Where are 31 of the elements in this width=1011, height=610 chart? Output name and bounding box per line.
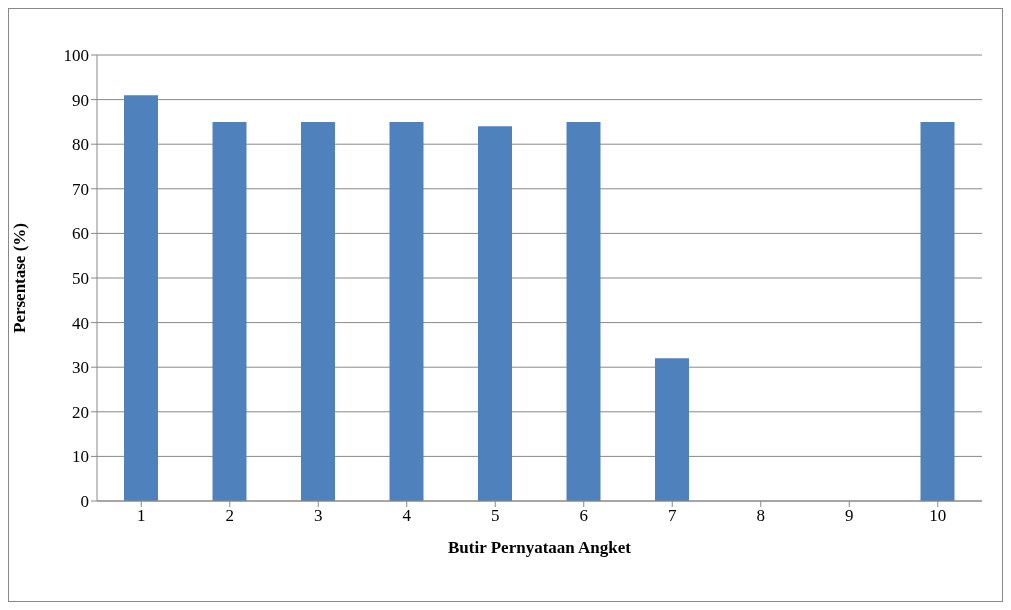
x-axis-title: Butir Pernyataan Angket bbox=[448, 538, 632, 557]
y-axis-title: Persentase (%) bbox=[10, 223, 30, 333]
x-tick-label: 9 bbox=[845, 506, 854, 526]
bar bbox=[124, 95, 158, 501]
bar bbox=[920, 121, 955, 501]
x-tick-label: 10 bbox=[929, 506, 947, 526]
x-tick-label: 5 bbox=[491, 506, 500, 526]
bar bbox=[389, 121, 424, 501]
bar bbox=[478, 126, 512, 501]
bar bbox=[301, 121, 335, 501]
y-tick-label: 90 bbox=[72, 90, 89, 110]
y-tick-label: 70 bbox=[72, 179, 89, 199]
x-tick-label: 1 bbox=[137, 506, 146, 526]
x-tick-label: 6 bbox=[579, 506, 588, 526]
y-tick-label: 10 bbox=[72, 447, 89, 467]
y-tick-label: 40 bbox=[72, 313, 89, 333]
bar bbox=[655, 358, 689, 501]
x-tick-label: 2 bbox=[225, 506, 234, 526]
y-tick-label: 20 bbox=[72, 402, 89, 422]
y-tick-label: 50 bbox=[72, 269, 89, 289]
y-tick-label: 60 bbox=[72, 224, 89, 244]
x-tick-label: 3 bbox=[314, 506, 323, 526]
y-tick-label: 30 bbox=[72, 358, 89, 378]
bar bbox=[212, 121, 247, 501]
y-tick-label: 0 bbox=[80, 492, 89, 512]
y-tick-label: 80 bbox=[72, 135, 89, 155]
x-tick-label: 7 bbox=[668, 506, 677, 526]
x-tick-label: 8 bbox=[756, 506, 765, 526]
bar bbox=[566, 121, 601, 501]
y-tick-label: 100 bbox=[63, 46, 89, 66]
x-tick-label: 4 bbox=[402, 506, 412, 526]
